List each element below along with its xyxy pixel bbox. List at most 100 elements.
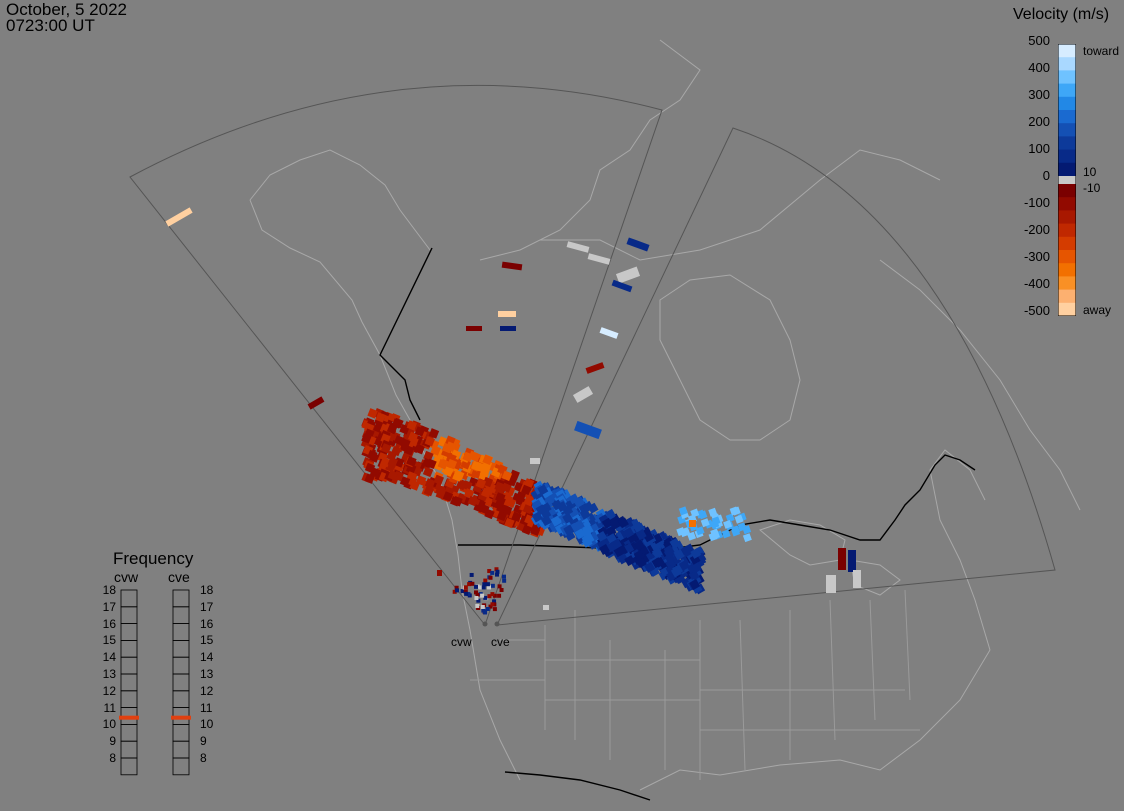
velocity-cell: [464, 591, 469, 596]
colorbar-tick: 100: [1028, 141, 1050, 156]
colorbar-title: Velocity (m/s): [1013, 6, 1110, 23]
velocity-cell: [488, 604, 493, 609]
velocity-cell: [495, 496, 506, 507]
velocity-cell: [689, 579, 701, 591]
frequency-level-label: 9: [109, 734, 116, 749]
velocity-cell: [495, 569, 500, 574]
velocity-cell: [405, 463, 417, 474]
velocity-cell: [556, 501, 568, 512]
colorbar-segment: [1058, 250, 1076, 264]
velocity-cell: [501, 261, 523, 271]
frequency-level-label: 12: [200, 683, 214, 698]
velocity-cell: [467, 582, 472, 587]
gulf-coast: [639, 649, 991, 791]
velocity-cell: [734, 514, 744, 524]
velocity-cell: [540, 515, 552, 527]
velocity-cell: [644, 561, 656, 573]
velocity-cell: [566, 241, 590, 253]
velocity-cell: [633, 539, 645, 551]
velocity-cell: [725, 513, 735, 523]
velocity-cell: [437, 570, 442, 576]
hudson-bay-coast: [659, 274, 801, 441]
velocity-cell: [379, 456, 391, 468]
colorbar-segment: [1058, 123, 1076, 137]
velocity-cell: [442, 491, 454, 502]
velocity-cell: [687, 531, 697, 541]
velocity-echoes: [165, 207, 861, 627]
velocity-cell: [485, 606, 490, 611]
frequency-radar-cvw: cvw: [114, 569, 139, 585]
velocity-cell: [414, 443, 425, 455]
velocity-cell: [409, 480, 420, 491]
velocity-cell: [679, 528, 689, 538]
velocity-cell: [617, 517, 629, 529]
velocity-cell: [482, 582, 487, 587]
velocity-cell: [562, 512, 574, 524]
velocity-cell: [475, 603, 480, 608]
colorbar-segment: [1058, 44, 1076, 58]
velocity-cell: [492, 599, 497, 604]
frequency-level-label: 14: [200, 650, 214, 665]
velocity-cell: [437, 459, 448, 470]
frequency-level-label: 18: [102, 583, 116, 597]
colorbar-tick: 400: [1028, 60, 1050, 75]
velocity-cell: [530, 458, 540, 464]
velocity-cell: [474, 590, 479, 595]
velocity-cell: [386, 423, 398, 435]
velocity-cell: [466, 326, 482, 331]
velocity-cell: [454, 585, 459, 590]
velocity-cell: [521, 524, 533, 535]
velocity-cell: [414, 426, 426, 437]
velocity-cell: [476, 598, 481, 603]
frequency-title: Frequency: [113, 549, 194, 568]
colorbar-segment: [1058, 276, 1076, 291]
velocity-cell: [502, 574, 507, 579]
frequency-level-label: 12: [102, 683, 116, 698]
velocity-cell: [826, 575, 836, 593]
velocity-cell: [446, 458, 458, 470]
velocity-cell: [470, 581, 475, 586]
velocity-cell: [574, 496, 586, 508]
frequency-level-label: 11: [200, 700, 213, 715]
velocity-cell: [467, 495, 478, 507]
velocity-cell: [524, 514, 535, 525]
colorbar-segment: [1058, 223, 1076, 238]
velocity-cell: [490, 570, 495, 575]
velocity-cell: [681, 546, 693, 558]
velocity-cell: [514, 493, 526, 504]
colorbar-away-label: away: [1083, 303, 1112, 317]
velocity-cell: [364, 473, 375, 484]
velocity-cell: [455, 479, 467, 491]
velocity-cell: [573, 519, 585, 531]
velocity-cell: [380, 443, 392, 454]
velocity-cell: [481, 585, 486, 590]
velocity-cell: [635, 529, 647, 541]
velocity-cell: [492, 593, 497, 598]
velocity-cell: [480, 593, 485, 598]
velocity-cell: [364, 462, 376, 474]
velocity-cell: [502, 578, 507, 583]
radar-label-cve: cve: [491, 635, 510, 649]
velocity-cell: [689, 520, 696, 527]
velocity-cell: [838, 548, 846, 570]
velocity-cell: [615, 266, 641, 284]
frequency-level-label: 18: [200, 583, 214, 597]
velocity-cell: [428, 428, 440, 439]
velocity-cell: [742, 533, 752, 543]
velocity-cell: [501, 470, 513, 482]
velocity-cell: [499, 588, 504, 593]
frequency-level-label: 13: [200, 667, 214, 681]
velocity-cell: [633, 549, 645, 561]
velocity-cell: [480, 604, 485, 609]
velocity-cell: [690, 562, 702, 574]
velocity-cell: [485, 582, 490, 587]
velocity-cell: [609, 519, 621, 531]
velocity-cell: [678, 559, 690, 571]
labrador-coast: [879, 259, 1081, 511]
velocity-cell: [473, 502, 484, 513]
velocity-cell: [463, 589, 468, 594]
velocity-cell: [483, 595, 488, 600]
velocity-cell: [433, 474, 445, 486]
velocity-cell: [643, 531, 654, 543]
frequency-level-label: 9: [200, 734, 207, 749]
